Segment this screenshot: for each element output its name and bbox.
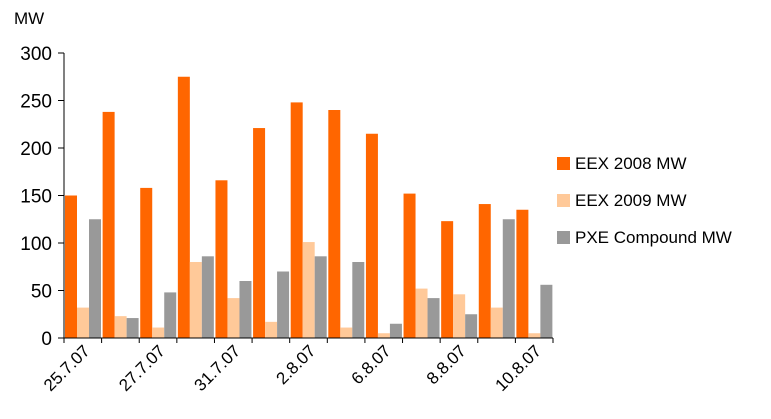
unit-label: MW (14, 9, 44, 28)
bar-eex-2009-mw-10.8.07 (528, 333, 541, 338)
y-tick-label: 50 (31, 282, 52, 303)
bar-eex-2008-mw-10.8.07 (516, 209, 529, 338)
y-tick-label: 200 (20, 139, 52, 160)
bar-eex-2008-mw-8.8.07 (441, 221, 454, 338)
bar-eex-2008-mw-31.7.07 (215, 180, 228, 338)
bar-pxe-compound-mw-26.7.07 (126, 318, 139, 338)
bar-eex-2009-mw-2.8.07 (302, 242, 315, 338)
bar-eex-2008-mw-9.8.07 (478, 204, 491, 338)
bar-eex-2009-mw-3.8.07 (340, 327, 353, 338)
y-tick-label: 250 (20, 92, 52, 113)
bar-eex-2009-mw-7.8.07 (415, 288, 428, 338)
bar-eex-2008-mw-6.8.07 (365, 133, 378, 338)
bar-eex-2009-mw-8.8.07 (453, 294, 466, 338)
bar-eex-2008-mw-26.7.07 (102, 111, 115, 339)
y-tick-label: 300 (20, 44, 52, 65)
bar-eex-2008-mw-2.8.07 (290, 102, 303, 339)
x-tick-label: 10.8.07 (491, 341, 545, 395)
bar-pxe-compound-mw-1.8.07 (277, 271, 290, 338)
x-axis: 25.7.07 27.7.07 31.7.07 2.8.07 6.8.07 8.8.07 1… (40, 337, 554, 395)
x-tick-label: 27.7.07 (115, 341, 169, 395)
bar-eex-2009-mw-9.8.07 (490, 307, 503, 338)
legend-swatch (557, 194, 570, 207)
bar-pxe-compound-mw-3.8.07 (352, 262, 365, 338)
bar-eex-2008-mw-30.7.07 (177, 76, 190, 338)
bar-eex-2008-mw-7.8.07 (403, 193, 416, 338)
bar-pxe-compound-mw-8.8.07 (465, 314, 478, 338)
legend-swatch (557, 157, 570, 170)
x-tick-label: 6.8.07 (348, 341, 395, 388)
y-tick-label: 150 (20, 187, 52, 208)
bar-eex-2009-mw-6.8.07 (377, 333, 390, 338)
bar-eex-2008-mw-27.7.07 (140, 187, 153, 338)
y-tick-label: 100 (20, 234, 52, 255)
bar-eex-2009-mw-31.7.07 (227, 298, 240, 338)
bar-eex-2009-mw-26.7.07 (114, 316, 127, 338)
bar-pxe-compound-mw-6.8.07 (389, 323, 402, 338)
bar-eex-2008-mw-1.8.07 (253, 128, 266, 338)
bar-pxe-compound-mw-30.7.07 (201, 256, 214, 338)
bar-eex-2008-mw-25.7.07 (65, 195, 77, 338)
bar-pxe-compound-mw-31.7.07 (239, 281, 252, 338)
x-tick-label: 8.8.07 (423, 341, 470, 388)
bars (65, 76, 553, 339)
bar-pxe-compound-mw-9.8.07 (502, 219, 515, 338)
legend-entry: PXE Compound MW (575, 228, 732, 247)
bar-eex-2008-mw-3.8.07 (328, 110, 341, 338)
bar-pxe-compound-mw-2.8.07 (314, 256, 327, 338)
legend-swatch (557, 231, 570, 244)
bar-eex-2009-mw-25.7.07 (77, 307, 89, 338)
legend-entry: EEX 2008 MW (575, 154, 687, 173)
bar-pxe-compound-mw-27.7.07 (164, 292, 177, 338)
bar-pxe-compound-mw-10.8.07 (540, 284, 553, 338)
y-tick-label: 0 (41, 329, 52, 350)
x-tick-label: 2.8.07 (272, 341, 319, 388)
y-axis: 0 50 100 150 200 250 300 (20, 44, 65, 350)
bar-pxe-compound-mw-25.7.07 (89, 219, 101, 338)
bar-pxe-compound-mw-7.8.07 (427, 298, 440, 338)
bar-eex-2009-mw-1.8.07 (265, 321, 278, 338)
bar-eex-2009-mw-30.7.07 (189, 262, 202, 338)
x-tick-label: 31.7.07 (191, 341, 245, 395)
legend-entry: EEX 2009 MW (575, 191, 687, 210)
bar-eex-2009-mw-27.7.07 (152, 327, 165, 338)
legend: EEX 2008 MW EEX 2009 MW PXE Compound MW (557, 154, 732, 247)
